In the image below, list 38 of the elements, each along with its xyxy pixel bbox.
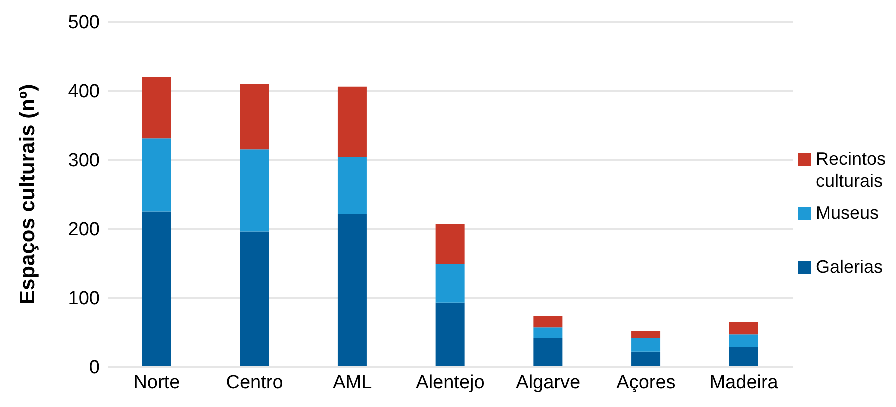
x-tick-label: Centro: [226, 372, 284, 394]
x-tick-label: Madeira: [710, 372, 779, 394]
bar: [142, 138, 172, 212]
bar: [338, 157, 367, 215]
x-tick-label: Alentejo: [416, 372, 485, 394]
bar: [436, 264, 465, 303]
bar: [240, 150, 270, 232]
y-tick-label: 500: [68, 12, 100, 34]
x-tick-label: AML: [333, 372, 372, 394]
legend-label: Recintos culturais: [816, 148, 888, 192]
bar: [534, 328, 563, 338]
bar: [338, 86, 367, 158]
bar: [534, 316, 563, 328]
bar: [338, 214, 367, 367]
y-tick-label: 200: [68, 220, 100, 241]
bar: [534, 338, 563, 367]
bar: [142, 212, 172, 367]
legend-label: Galerias: [816, 256, 884, 278]
bar: [436, 224, 465, 264]
y-tick-label: 0: [89, 358, 100, 379]
bar: [240, 84, 270, 150]
x-tick-label: Açores: [616, 372, 676, 394]
bar: [436, 302, 465, 367]
bar: [632, 352, 661, 367]
legend-label: Museus: [816, 202, 880, 224]
y-axis-title: Espaços culturais (nº): [16, 84, 40, 304]
x-tick-label: Algarve: [516, 372, 581, 394]
bar: [142, 77, 172, 139]
y-tick-label: 400: [68, 82, 100, 103]
bar: [632, 331, 661, 338]
bar: [729, 322, 758, 335]
bar: [729, 334, 758, 347]
x-tick-label: Norte: [134, 372, 180, 394]
y-tick-label: 100: [68, 288, 100, 310]
bar: [240, 232, 270, 367]
bar: [729, 346, 758, 367]
bar: [632, 338, 661, 352]
y-tick-label: 300: [68, 150, 100, 172]
